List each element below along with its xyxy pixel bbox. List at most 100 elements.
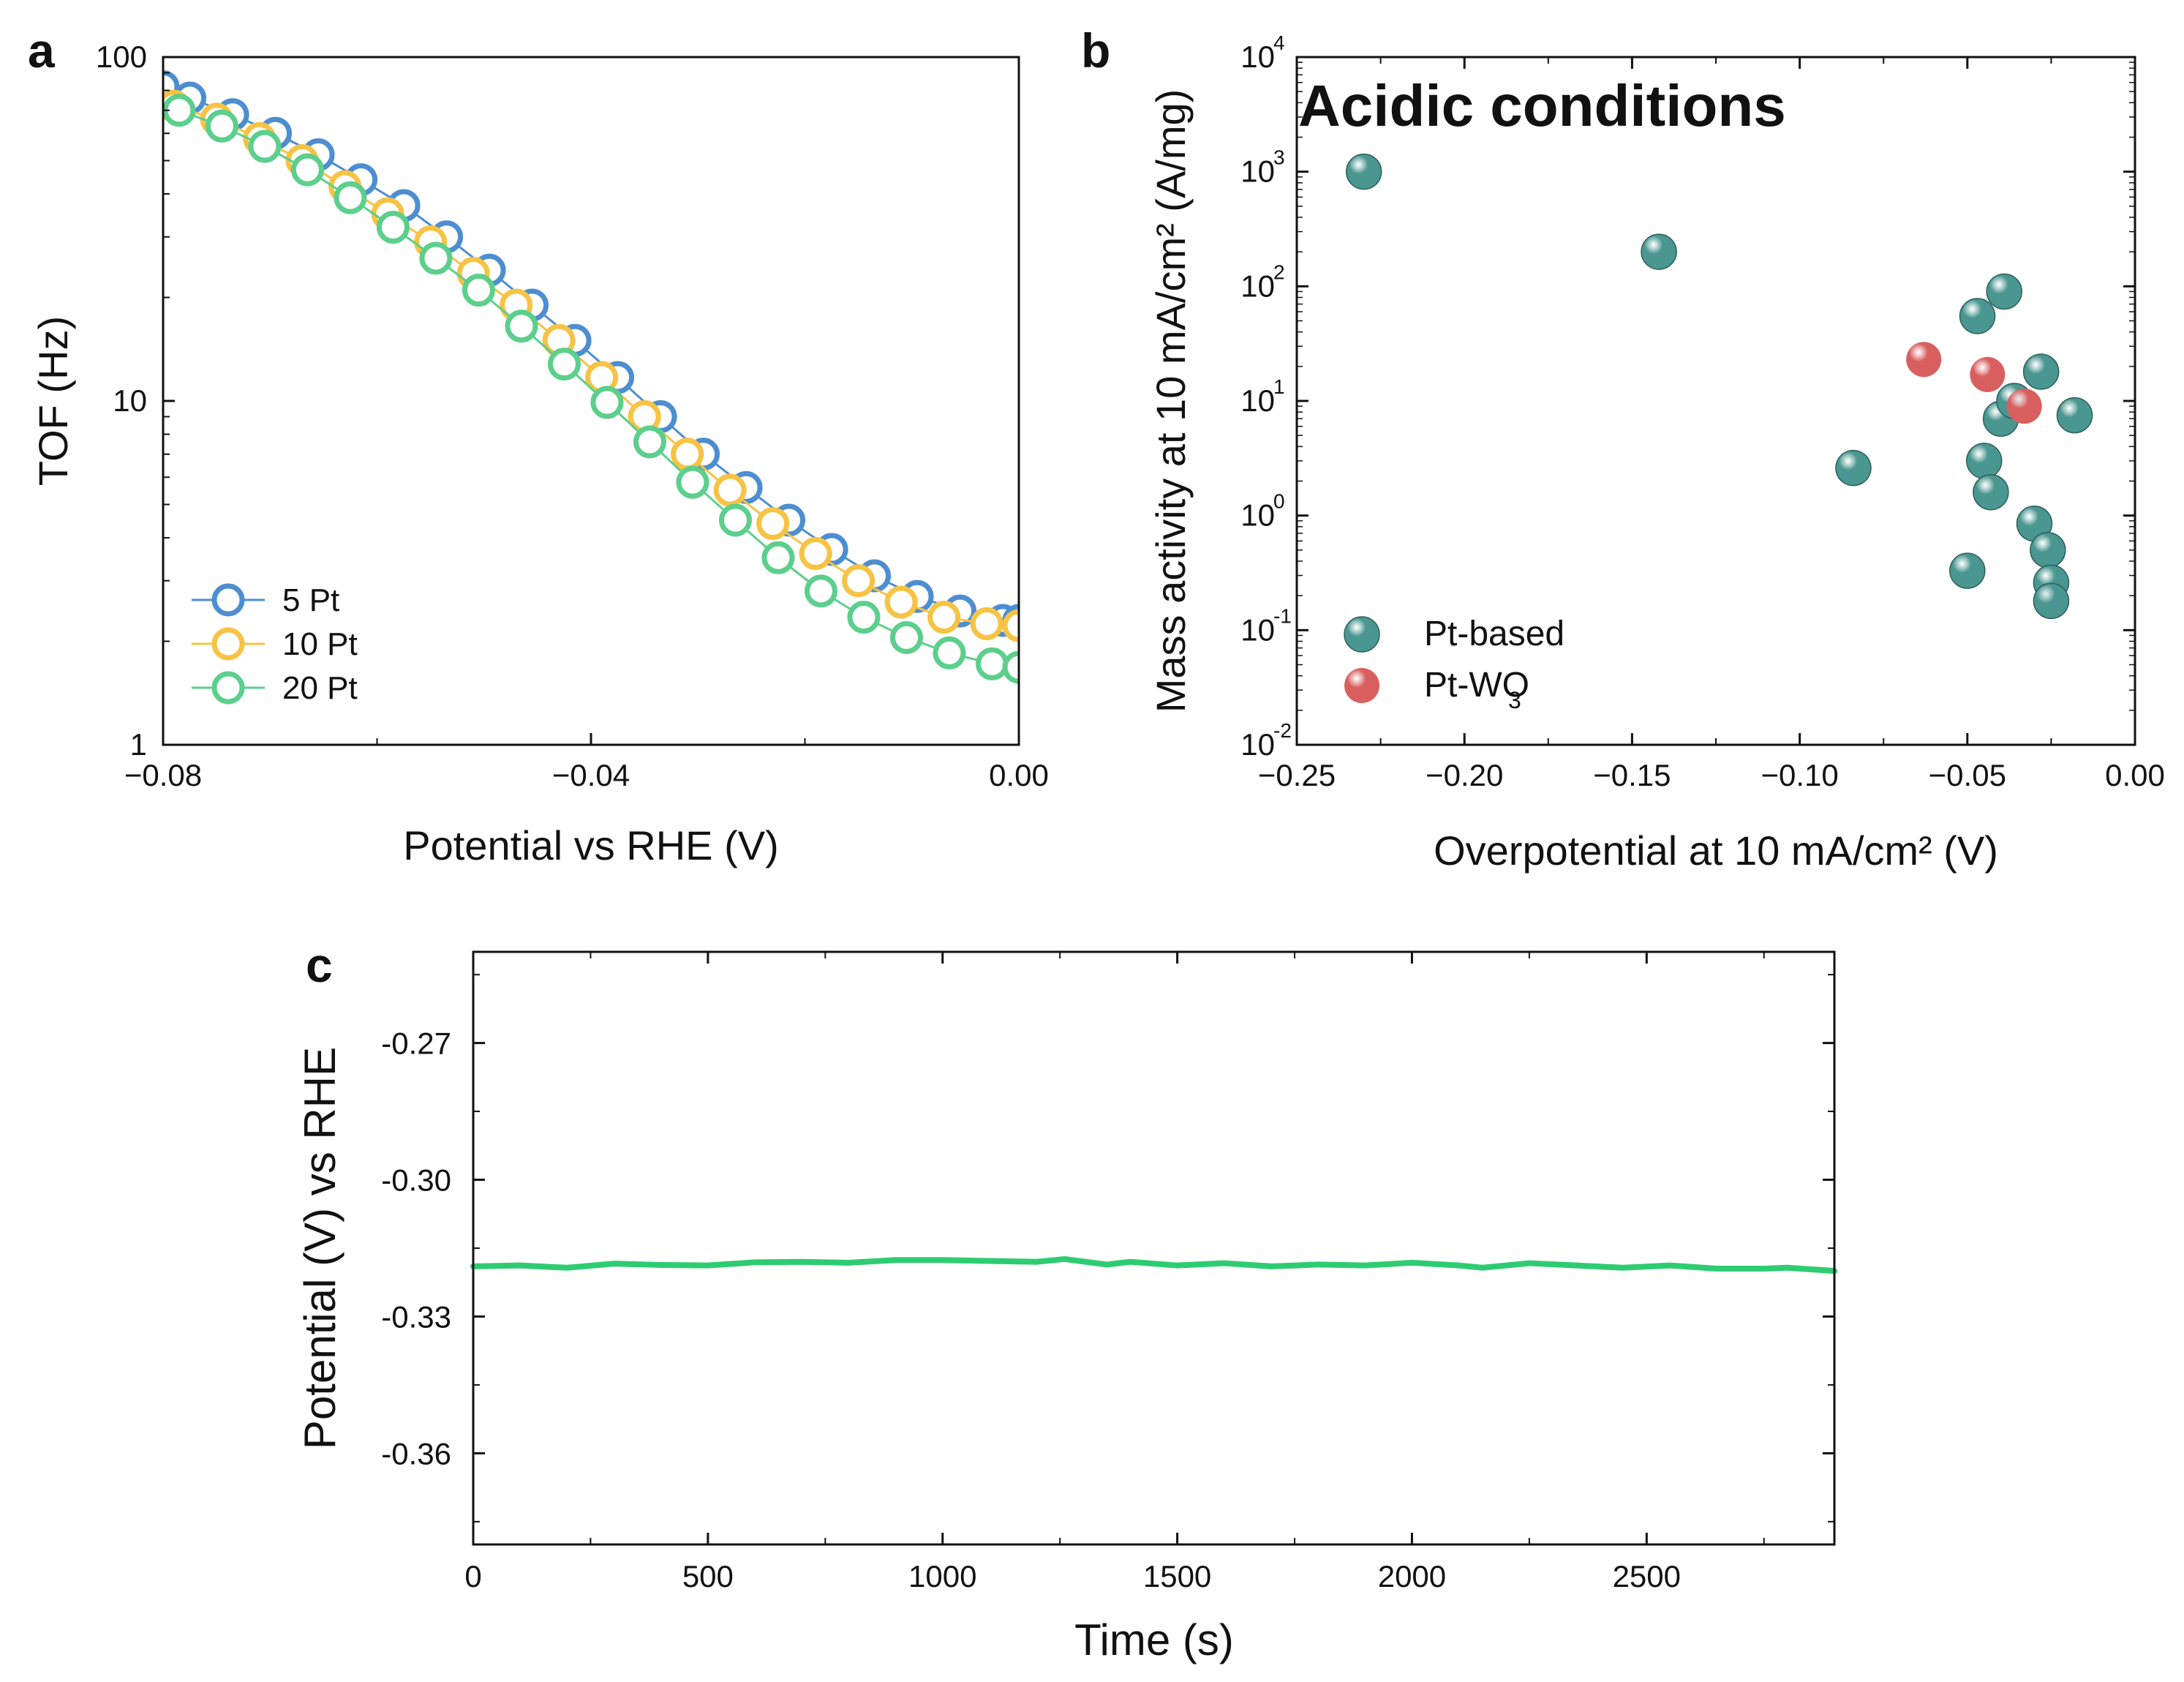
panel-a-point-20-pt	[248, 129, 282, 163]
panel-a-line-5-pt	[163, 86, 1019, 622]
panel-b-point-pt-based	[2056, 397, 2093, 434]
panel-b-legend-label-pt-based: Pt-based	[1424, 615, 1564, 653]
panel-b-point-pt-wo3	[1906, 342, 1942, 378]
panel-a-point-10-pt	[1002, 609, 1019, 642]
panel-b-x-tick-label: −0.25	[1258, 758, 1336, 792]
panel-a-legend-label: 5 Pt	[282, 582, 339, 618]
panel-b-point-pt-based	[1959, 298, 1996, 334]
panel-b-point-pt-based	[1965, 443, 2003, 479]
panel-c-y-tick-label: -0.36	[381, 1436, 451, 1471]
panel-a-legend-marker	[211, 671, 245, 705]
panel-c-y-tick-label: -0.30	[381, 1163, 451, 1198]
panel-b-y-tick-exponent: 0	[1273, 490, 1285, 513]
panel-a-point-20-pt	[462, 274, 495, 307]
panel-a-x-tick-label: 0.00	[989, 758, 1049, 792]
panel-a-point-20-pt	[334, 181, 367, 214]
panel-b-point-pt-based	[1973, 473, 2009, 511]
panel-b-x-tick-label: 0.00	[2105, 758, 2165, 792]
panel-b-y-tick-exponent: 3	[1273, 146, 1285, 169]
panel-a-point-20-pt	[376, 211, 410, 244]
panel-b-x-label: Overpotential at 10 mA/cm² (V)	[1434, 827, 1998, 874]
panel-c-letter: c	[306, 938, 333, 992]
panel-c-y-label: Potential (V) vs RHE	[295, 1047, 344, 1449]
panel-b-legend: Pt-based Pt-WO3	[1344, 615, 1564, 713]
panel-c-x-tick-label: 1000	[908, 1559, 976, 1593]
panel-c-x-tick-label: 2500	[1613, 1559, 1681, 1593]
panel-c: c 0 500 1000 1500 2000 2500 -0.27 -0.30 -0.33 -0.…	[295, 938, 1837, 1664]
panel-b-y-tick-exponent: -1	[1273, 604, 1292, 627]
panel-a-point-20-pt	[761, 541, 795, 574]
panel-a-point-20-pt	[419, 241, 453, 275]
panel-b-letter: b	[1081, 23, 1110, 78]
panel-b-point-pt-based	[1986, 273, 2022, 310]
panel-a: a −0.08 −0.04 0.00 1 10 100 Potential vs RHE …	[28, 23, 1049, 868]
panel-b-y-tick-exponent: 2	[1273, 260, 1285, 283]
panel-b-legend-label-pt-wo3: Pt-WO	[1424, 666, 1529, 705]
panel-b-point-pt-based	[1345, 153, 1382, 190]
panel-a-point-20-pt	[505, 309, 538, 343]
panel-a-x-label: Potential vs RHE (V)	[403, 822, 779, 868]
panel-a-point-10-pt	[671, 438, 704, 471]
panel-a-point-20-pt	[975, 647, 1009, 680]
panel-b-y-label: Mass activity at 10 mA/cm² (A/mg)	[1148, 89, 1194, 713]
panel-a-point-20-pt	[847, 601, 881, 634]
panel-b-legend-marker-pt-based	[1344, 616, 1380, 653]
panel-a-point-20-pt	[804, 574, 837, 608]
panel-a-y-label: TOF (Hz)	[30, 316, 76, 486]
panel-b-y-tick-label: 10	[1240, 154, 1275, 189]
panel-a-point-10-pt	[884, 585, 918, 619]
panel-a-point-20-pt	[889, 620, 923, 654]
panel-a-point-10-pt	[799, 537, 832, 571]
panel-b-point-pt-based	[1949, 552, 1986, 589]
panel-b-y-tick-label: 10	[1240, 498, 1275, 533]
panel-b-point-pt-based	[2033, 582, 2070, 620]
panel-b-point-pt-based	[2030, 532, 2066, 568]
panel-c-y-tick-label: -0.27	[381, 1026, 451, 1061]
panel-b-y-tick-label: 10	[1240, 612, 1275, 647]
panel-b-point-pt-wo3	[1970, 356, 2006, 392]
panel-c-series	[470, 1255, 1837, 1274]
panel-a-point-20-pt	[633, 425, 666, 459]
panel-a-point-20-pt	[547, 348, 581, 381]
panel-a-point-20-pt	[933, 636, 966, 669]
panel-b-y-tick-label: 10	[1240, 727, 1275, 762]
panel-b-series	[1345, 153, 2093, 620]
panel-c-x-tick-label: 0	[464, 1559, 481, 1593]
panel-a-point-20-pt	[718, 503, 752, 537]
panel-b-x-tick-label: −0.10	[1761, 758, 1838, 792]
panel-a-legend-label: 20 Pt	[282, 670, 358, 706]
panel-a-point-20-pt	[290, 153, 324, 187]
panel-a-ticks: −0.08 −0.04 0.00 1 10 100	[96, 40, 1049, 792]
panel-c-x-label: Time (s)	[1074, 1615, 1234, 1664]
panel-b-legend-marker-pt-wo3	[1344, 668, 1379, 703]
panel-c-x-tick-label: 500	[682, 1559, 734, 1593]
panel-b-point-pt-based	[1641, 233, 1677, 270]
panel-a-point-20-pt	[590, 386, 624, 419]
panel-b-legend-label-pt-wo3-subscript: 3	[1508, 687, 1521, 713]
panel-a-x-tick-label: −0.04	[552, 758, 630, 792]
panel-c-line-potential	[470, 1255, 1837, 1274]
panel-b-title: Acidic conditions	[1298, 73, 1786, 138]
panel-c-x-tick-label: 2000	[1378, 1559, 1446, 1593]
panel-a-point-10-pt	[927, 601, 961, 634]
panel-b-y-tick-exponent: 4	[1273, 31, 1285, 54]
panel-b: b −0.25 −0.20 −0.15 −0.10 −0.05 0.0010-210-11…	[1081, 23, 2165, 874]
panel-a-point-20-pt	[205, 109, 238, 143]
panel-c-y-tick-label: -0.33	[381, 1299, 451, 1334]
panel-a-legend-label: 10 Pt	[282, 626, 358, 662]
panel-c-x-tick-label: 1500	[1143, 1559, 1211, 1593]
panel-a-point-20-pt	[676, 465, 709, 499]
panel-a-y-tick-label: 1	[130, 727, 147, 762]
panel-b-x-tick-label: −0.20	[1426, 758, 1503, 792]
panel-b-y-tick-label: 10	[1240, 40, 1275, 74]
panel-a-letter: a	[28, 23, 56, 78]
panel-b-x-tick-label: −0.05	[1929, 758, 2006, 792]
panel-a-point-10-pt	[970, 607, 1003, 640]
panel-a-point-10-pt	[756, 507, 790, 541]
panel-b-y-tick-exponent: 1	[1273, 375, 1285, 398]
panel-c-ticks: 0 500 1000 1500 2000 2500 -0.27 -0.30 -0.33 -0.36	[381, 952, 1834, 1593]
panel-b-y-tick-label: 10	[1240, 269, 1275, 303]
panel-b-y-tick-exponent: -2	[1273, 719, 1292, 742]
